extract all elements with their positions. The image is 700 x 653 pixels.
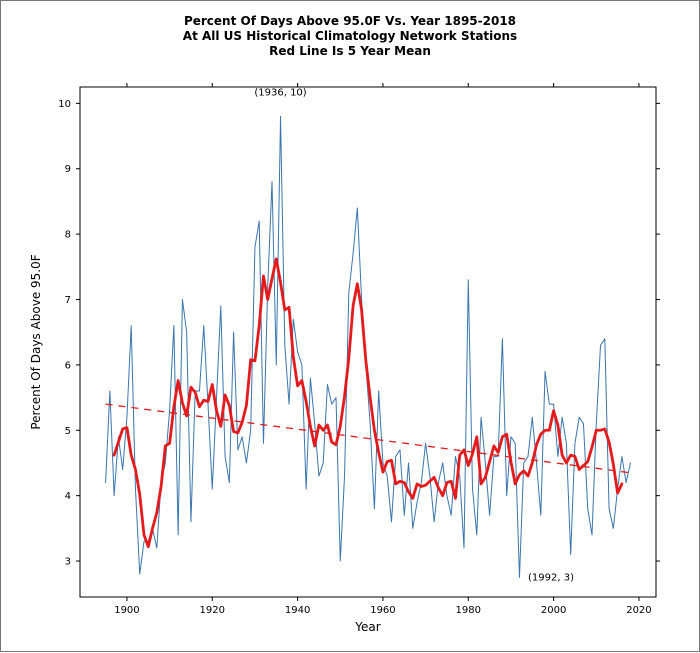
x-tick-label: 2000 (541, 605, 566, 616)
y-tick-label: 10 (58, 99, 71, 110)
y-tick-label: 7 (65, 295, 71, 306)
x-tick-label: 1980 (456, 605, 481, 616)
chart-plot: 1900 1920 1940 1960 1980 2000 2020 3 4 5 6 7 8 9 10 Yea… (1, 1, 700, 653)
x-tick-label: 2020 (626, 605, 651, 616)
y-tick-label: 5 (65, 426, 71, 437)
x-tick-label: 1960 (370, 605, 395, 616)
x-axis-label: Year (354, 620, 380, 634)
y-tick-label: 9 (65, 164, 71, 175)
y-tick-label: 3 (65, 557, 71, 568)
y-tick-label: 4 (65, 491, 71, 502)
y-axis-label: Percent Of Days Above 95.0F (29, 254, 43, 429)
y-tick-label: 8 (65, 230, 71, 241)
annotation: (1992, 3) (528, 573, 574, 584)
x-tick-label: 1900 (114, 605, 139, 616)
x-tick-label: 1920 (200, 605, 225, 616)
y-tick-label: 6 (65, 360, 71, 371)
chart-frame: Percent Of Days Above 95.0F Vs. Year 189… (0, 0, 700, 652)
annotation: (1936, 10) (254, 88, 306, 99)
raw-series (106, 116, 631, 577)
x-tick-label: 1940 (285, 605, 310, 616)
